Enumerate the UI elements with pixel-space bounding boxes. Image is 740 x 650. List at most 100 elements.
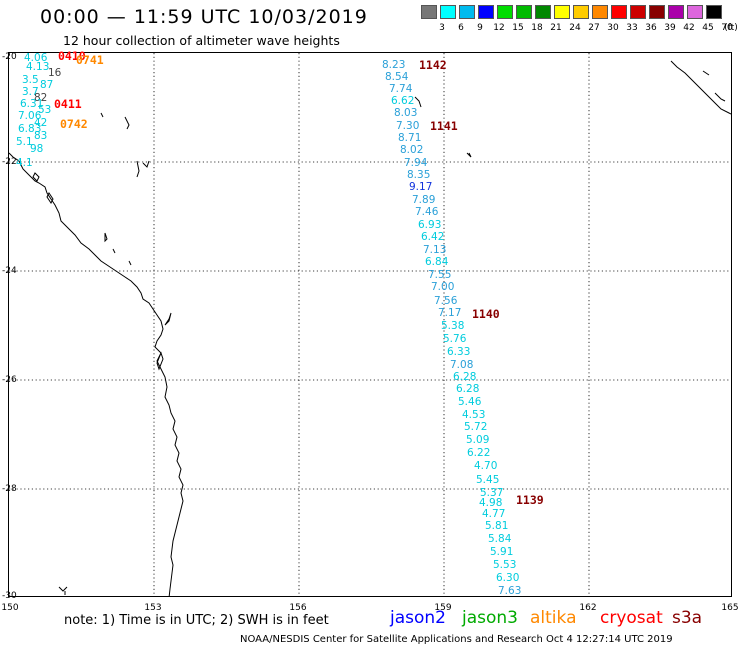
wave-height-observation: 7.55	[428, 269, 452, 281]
wave-height-observation: 5.91	[490, 546, 514, 558]
wave-height-observation: 8.71	[398, 132, 422, 144]
legend-jason3: jason3	[462, 608, 518, 628]
wave-height-observation: 7.06	[18, 110, 42, 122]
lon-label: 162	[579, 603, 597, 613]
wave-height-observation: 5.09	[466, 434, 490, 446]
colorbar-swatch	[497, 5, 513, 19]
wave-height-observation: 5.81	[485, 520, 509, 532]
pass-time-label: 0741	[76, 53, 104, 67]
colorbar-swatch	[516, 5, 532, 19]
wave-height-observation: 6.84	[425, 256, 449, 268]
wave-height-observation: 4.06	[24, 52, 48, 64]
lat-label: -22	[2, 157, 17, 167]
colorbar-swatch	[440, 5, 456, 19]
wave-height-observation: 6.28	[453, 371, 477, 383]
wave-height-observation: 82	[34, 92, 48, 104]
graticule	[9, 53, 731, 596]
wave-height-observation: 83	[34, 130, 48, 142]
pass-time-label: 0410	[58, 49, 86, 63]
wave-height-observation: 6.31	[20, 98, 44, 110]
wave-height-observation: 4.13	[26, 61, 50, 73]
lat-label: -24	[2, 266, 17, 276]
colorbar-label: 12	[493, 23, 505, 33]
colorbar-label: 42	[683, 23, 695, 33]
wave-height-observation: 6.30	[496, 572, 520, 584]
colorbar-swatch	[630, 5, 646, 19]
legend-altika: altika	[530, 608, 577, 628]
lat-label: -30	[2, 591, 17, 601]
wave-height-observation: 3.5	[22, 74, 39, 86]
colorbar-label: 33	[626, 23, 638, 33]
wave-height-observation: 5.38	[441, 320, 465, 332]
colorbar-label: 70	[721, 23, 733, 33]
new-caledonia-coastline	[670, 60, 731, 115]
colorbar-label: 24	[569, 23, 581, 33]
colorbar-swatch	[421, 5, 437, 19]
wave-height-observation: 6.42	[421, 231, 445, 243]
colorbar-label: 27	[588, 23, 600, 33]
wave-height-observation: 6.22	[467, 447, 491, 459]
wave-height-observation: 6.93	[418, 219, 442, 231]
legend-s3a: s3a	[672, 608, 703, 628]
chart-subtitle: 12 hour collection of altimeter wave hei…	[63, 33, 340, 48]
lon-label: 153	[144, 603, 162, 613]
wave-height-observation: 7.46	[415, 206, 439, 218]
colorbar-label: 36	[645, 23, 657, 33]
wave-height-observation: 4.70	[474, 460, 498, 472]
wave-height-observation: 4.98	[479, 497, 503, 509]
wave-height-observation: 3.7	[22, 86, 39, 98]
colorbar-label: 3	[439, 23, 445, 33]
colorbar-units: (ft)	[724, 23, 738, 33]
wave-height-observation: 6.62	[391, 95, 415, 107]
lon-label: 150	[1, 603, 19, 613]
wave-height-observation: 7.94	[404, 157, 428, 169]
wave-height-observation: 7.30	[396, 120, 420, 132]
pass-time-label: 0411	[54, 97, 82, 111]
colorbar-swatch	[706, 5, 722, 19]
wave-height-observation: 8.23	[382, 59, 406, 71]
pass-time-label: 1141	[430, 119, 458, 133]
wave-height-observation: 8.03	[394, 107, 418, 119]
colorbar-label: 15	[512, 23, 524, 33]
legend-jason2: jason2	[390, 608, 446, 628]
lat-label: -28	[2, 484, 17, 494]
wave-height-observation: 5.45	[476, 474, 500, 486]
colorbar-label: 39	[664, 23, 676, 33]
chart-title: 00:00 — 11:59 UTC 10/03/2019	[40, 6, 368, 28]
wave-height-observation: 5.76	[443, 333, 467, 345]
colorbar-swatch	[573, 5, 589, 19]
wave-height-observation: 6.83	[18, 123, 42, 135]
australia-coastline	[9, 112, 184, 596]
colorbar-label: 30	[607, 23, 619, 33]
wave-height-observation: 7.08	[450, 359, 474, 371]
wave-height-observation: 7.13	[423, 244, 447, 256]
pass-time-label: 1140	[472, 307, 500, 321]
wave-height-observation: 87	[40, 79, 54, 91]
wave-height-observation: 6.33	[447, 346, 471, 358]
wave-height-observation: 7.56	[434, 295, 458, 307]
pass-time-label: 1139	[516, 493, 544, 507]
colorbar-swatch	[478, 5, 494, 19]
wave-height-observation: 7.17	[438, 307, 462, 319]
footer-note: note: 1) Time is in UTC; 2) SWH is in fe…	[64, 613, 329, 628]
wave-height-observation: 8.54	[385, 71, 409, 83]
wave-height-observation: 98	[30, 143, 44, 155]
wave-height-observation: 4.77	[482, 508, 506, 520]
wave-height-observation: 4.1	[16, 157, 33, 169]
colorbar-label: 45	[702, 23, 714, 33]
colorbar-swatch	[554, 5, 570, 19]
wave-height-observation: 5.46	[458, 396, 482, 408]
wave-height-observation: 5.1	[16, 136, 33, 148]
wave-height-observation: 5.37	[480, 487, 504, 499]
legend-cryosat: cryosat	[600, 608, 663, 628]
colorbar-swatch	[649, 5, 665, 19]
colorbar-swatch	[611, 5, 627, 19]
colorbar-swatch	[687, 5, 703, 19]
map-panel	[8, 52, 732, 597]
wave-height-observation: 16	[48, 67, 62, 79]
credit-line: NOAA/NESDIS Center for Satellite Applica…	[240, 634, 673, 645]
lat-label: -20	[2, 52, 17, 62]
wave-height-observation: 8.35	[407, 169, 431, 181]
wave-height-observation: 7.89	[412, 194, 436, 206]
colorbar-swatch	[535, 5, 551, 19]
